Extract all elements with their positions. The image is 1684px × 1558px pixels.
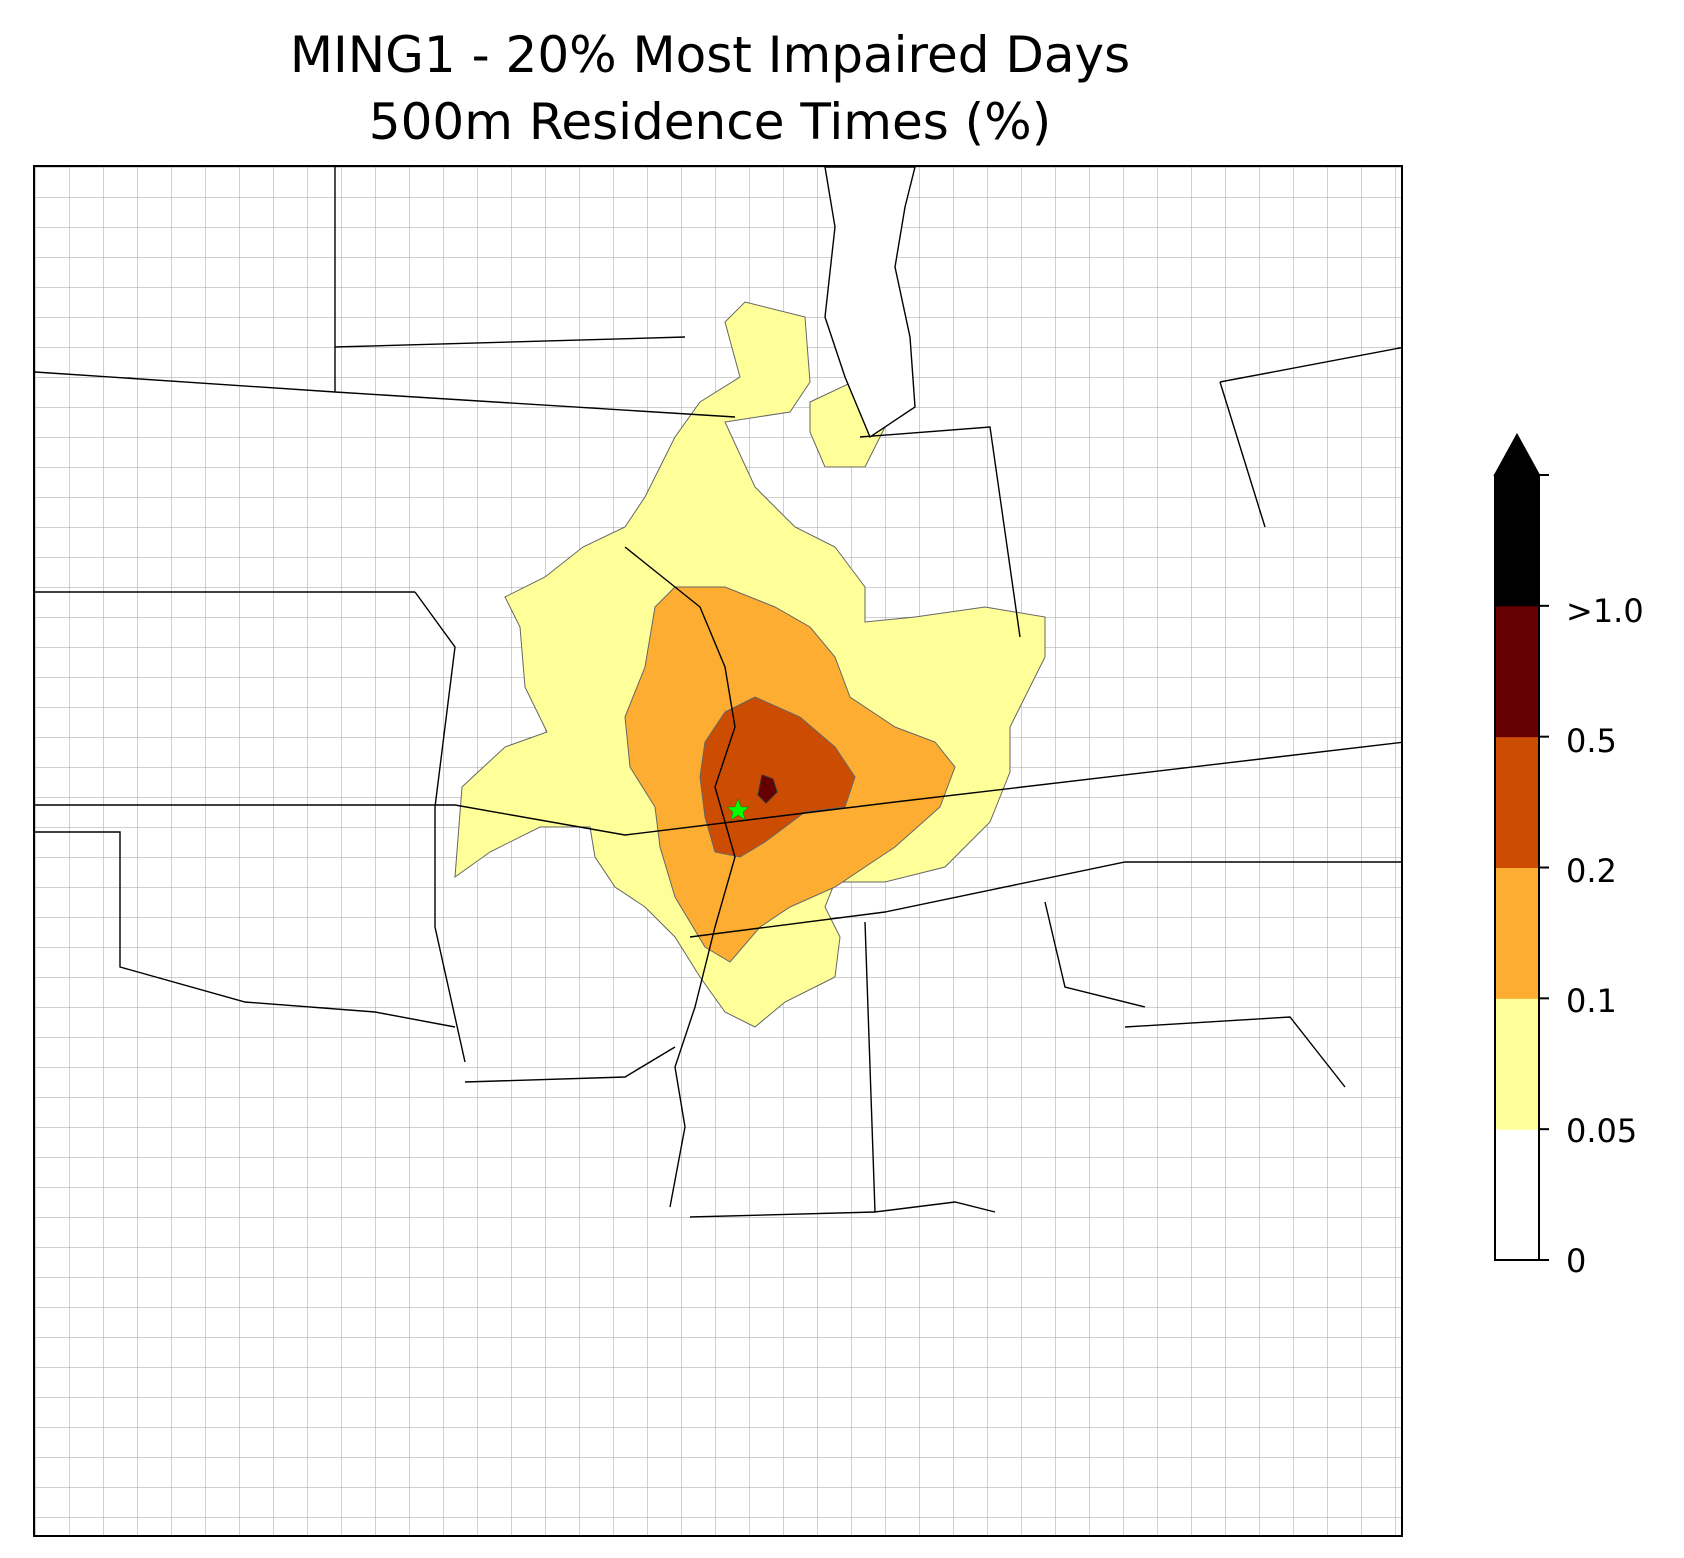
lake-michigan-shore <box>824 167 916 439</box>
colorbar-segment <box>1495 1129 1539 1261</box>
state-borders <box>35 167 1401 1218</box>
colorbar-segment <box>1495 998 1539 1130</box>
contour-0.5 <box>757 774 778 804</box>
colorbar-ticks <box>1539 474 1549 1261</box>
colorbar-label-5: >1.0 <box>1566 592 1644 630</box>
contour-0.2 <box>699 696 856 858</box>
colorbar-label-3: 0.2 <box>1566 852 1617 890</box>
colorbar-segment <box>1495 736 1539 868</box>
colorbar-label-2: 0.1 <box>1566 982 1617 1020</box>
colorbar <box>1493 432 1549 1261</box>
colorbar-segment <box>1495 605 1539 738</box>
colorbar-segment <box>1495 475 1539 607</box>
map-title-line-2: 500m Residence Times (%) <box>368 93 1052 151</box>
map-title-line-1: MING1 - 20% Most Impaired Days <box>289 26 1131 84</box>
colorbar-label-4: 0.5 <box>1566 722 1617 760</box>
colorbar-label-0: 0 <box>1566 1242 1587 1280</box>
site-marker-star <box>726 798 750 821</box>
colorbar-extend-triangle <box>1493 432 1541 476</box>
colorbar-label-1: 0.05 <box>1566 1112 1638 1150</box>
map-panel <box>33 165 1403 1537</box>
map-canvas <box>35 167 1401 1535</box>
colorbar-segment <box>1495 867 1539 999</box>
